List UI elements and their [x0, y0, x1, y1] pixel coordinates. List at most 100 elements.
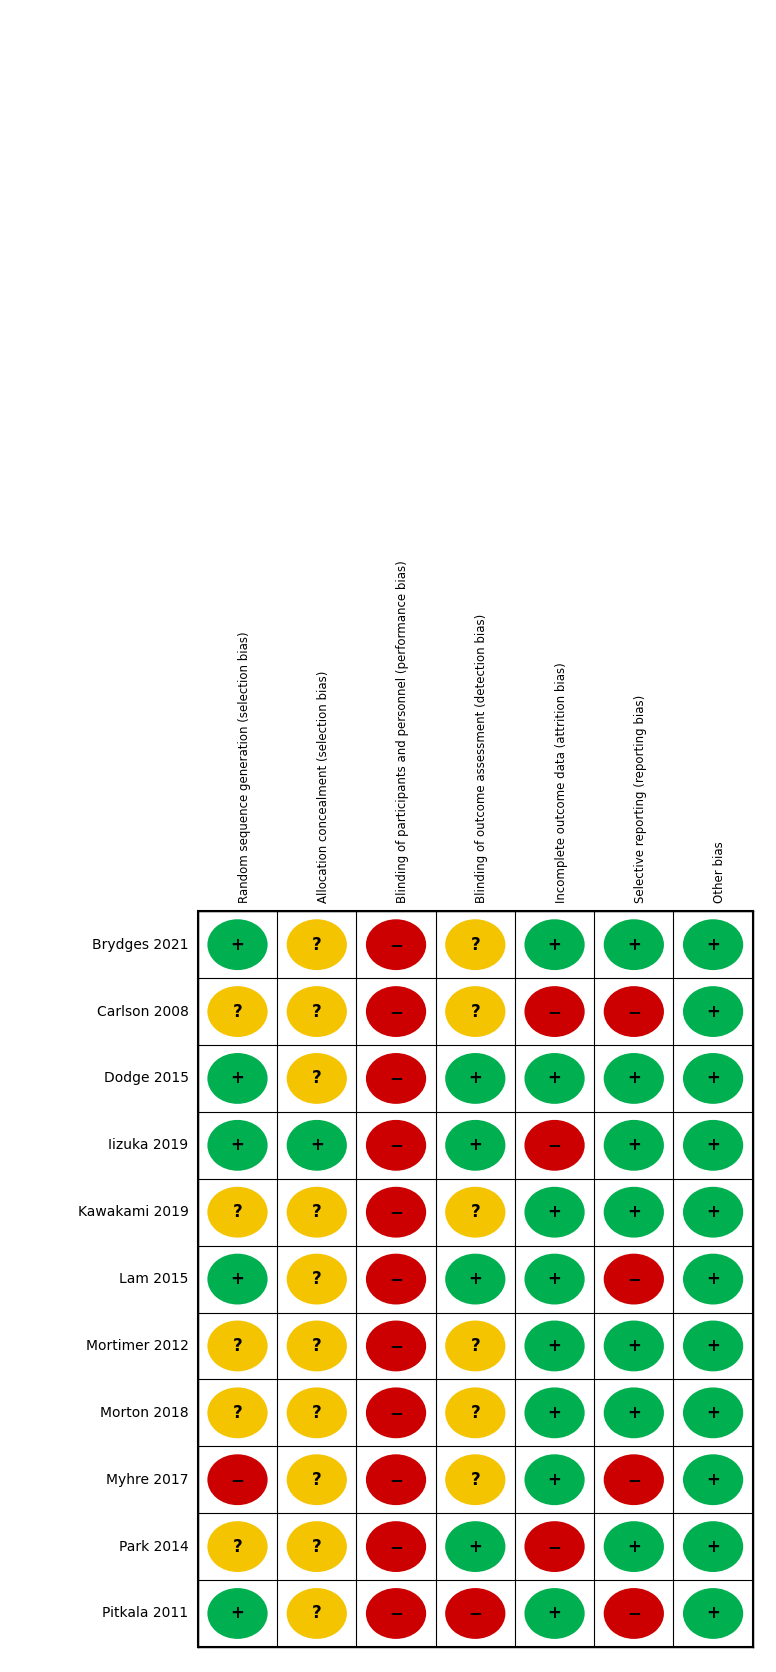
Circle shape	[445, 1053, 505, 1104]
Text: +: +	[548, 1070, 562, 1087]
Text: +: +	[706, 1338, 720, 1354]
Circle shape	[207, 1388, 268, 1438]
Circle shape	[286, 1522, 347, 1572]
Text: +: +	[230, 1271, 244, 1287]
Circle shape	[525, 986, 584, 1037]
Circle shape	[207, 1455, 268, 1505]
Text: +: +	[627, 936, 641, 953]
Text: ?: ?	[312, 1538, 321, 1555]
Circle shape	[207, 1321, 268, 1371]
Text: +: +	[627, 1404, 641, 1421]
Circle shape	[525, 1455, 584, 1505]
Text: −: −	[627, 1471, 641, 1488]
Circle shape	[286, 1187, 347, 1237]
Text: ?: ?	[470, 1003, 480, 1020]
Text: ?: ?	[312, 1204, 321, 1221]
Text: ?: ?	[233, 1404, 242, 1421]
Circle shape	[683, 986, 743, 1037]
Text: ?: ?	[470, 1204, 480, 1221]
Text: ?: ?	[233, 1204, 242, 1221]
Text: Incomplete outcome data (attrition bias): Incomplete outcome data (attrition bias)	[555, 662, 567, 903]
Circle shape	[445, 1522, 505, 1572]
Circle shape	[683, 1522, 743, 1572]
Circle shape	[525, 1254, 584, 1304]
Text: +: +	[548, 1338, 562, 1354]
Text: +: +	[706, 1003, 720, 1020]
Circle shape	[366, 1321, 426, 1371]
Circle shape	[286, 986, 347, 1037]
Circle shape	[525, 1187, 584, 1237]
Circle shape	[445, 1254, 505, 1304]
Circle shape	[604, 1187, 664, 1237]
Text: +: +	[469, 1538, 482, 1555]
Text: Iizuka 2019: Iizuka 2019	[109, 1139, 189, 1152]
Circle shape	[207, 986, 268, 1037]
Text: −: −	[548, 1538, 562, 1555]
Text: Mortimer 2012: Mortimer 2012	[85, 1339, 189, 1353]
Text: −: −	[548, 1137, 562, 1154]
Text: +: +	[627, 1070, 641, 1087]
Text: Morton 2018: Morton 2018	[100, 1406, 189, 1420]
Text: ?: ?	[312, 1404, 321, 1421]
Circle shape	[366, 1254, 426, 1304]
Circle shape	[207, 920, 268, 970]
Circle shape	[286, 1053, 347, 1104]
Circle shape	[207, 1187, 268, 1237]
Text: +: +	[706, 1471, 720, 1488]
Circle shape	[445, 986, 505, 1037]
Text: ?: ?	[470, 1471, 480, 1488]
Circle shape	[604, 1254, 664, 1304]
Text: +: +	[627, 1137, 641, 1154]
Text: Blinding of participants and personnel (performance bias): Blinding of participants and personnel (…	[396, 560, 409, 903]
Circle shape	[445, 1187, 505, 1237]
Text: ?: ?	[233, 1538, 242, 1555]
Text: ?: ?	[312, 936, 321, 953]
Text: +: +	[230, 1137, 244, 1154]
Circle shape	[445, 1388, 505, 1438]
Text: −: −	[389, 1003, 403, 1020]
Text: −: −	[389, 1471, 403, 1488]
Text: −: −	[389, 1204, 403, 1221]
Circle shape	[286, 1455, 347, 1505]
Text: Park 2014: Park 2014	[119, 1540, 189, 1553]
Text: ?: ?	[233, 1003, 242, 1020]
Circle shape	[207, 1254, 268, 1304]
Circle shape	[683, 1588, 743, 1639]
Circle shape	[207, 1588, 268, 1639]
Circle shape	[683, 1388, 743, 1438]
Text: Allocation concealment (selection bias): Allocation concealment (selection bias)	[317, 670, 330, 903]
Circle shape	[445, 1588, 505, 1639]
Text: Random sequence generation (selection bias): Random sequence generation (selection bi…	[237, 632, 251, 903]
Text: +: +	[706, 936, 720, 953]
Text: Blinding of outcome assessment (detection bias): Blinding of outcome assessment (detectio…	[475, 614, 488, 903]
Text: −: −	[389, 1137, 403, 1154]
Circle shape	[525, 1053, 584, 1104]
Circle shape	[604, 1455, 664, 1505]
Circle shape	[366, 1455, 426, 1505]
Text: −: −	[627, 1003, 641, 1020]
Text: ?: ?	[312, 1070, 321, 1087]
Text: Brydges 2021: Brydges 2021	[92, 938, 189, 951]
Circle shape	[366, 1388, 426, 1438]
Text: +: +	[627, 1538, 641, 1555]
Text: +: +	[548, 1204, 562, 1221]
Circle shape	[683, 1254, 743, 1304]
Text: +: +	[230, 1070, 244, 1087]
Circle shape	[604, 920, 664, 970]
Text: +: +	[706, 1137, 720, 1154]
Circle shape	[366, 1053, 426, 1104]
Text: Kawakami 2019: Kawakami 2019	[78, 1206, 189, 1219]
Text: ?: ?	[470, 1338, 480, 1354]
Circle shape	[445, 1321, 505, 1371]
Text: ?: ?	[470, 936, 480, 953]
Circle shape	[366, 1522, 426, 1572]
Circle shape	[366, 1187, 426, 1237]
Text: +: +	[548, 1605, 562, 1622]
Circle shape	[604, 1120, 664, 1170]
Text: ?: ?	[470, 1404, 480, 1421]
Text: −: −	[548, 1003, 562, 1020]
Text: ?: ?	[312, 1471, 321, 1488]
Text: +: +	[310, 1137, 324, 1154]
Text: +: +	[706, 1605, 720, 1622]
Circle shape	[286, 1588, 347, 1639]
